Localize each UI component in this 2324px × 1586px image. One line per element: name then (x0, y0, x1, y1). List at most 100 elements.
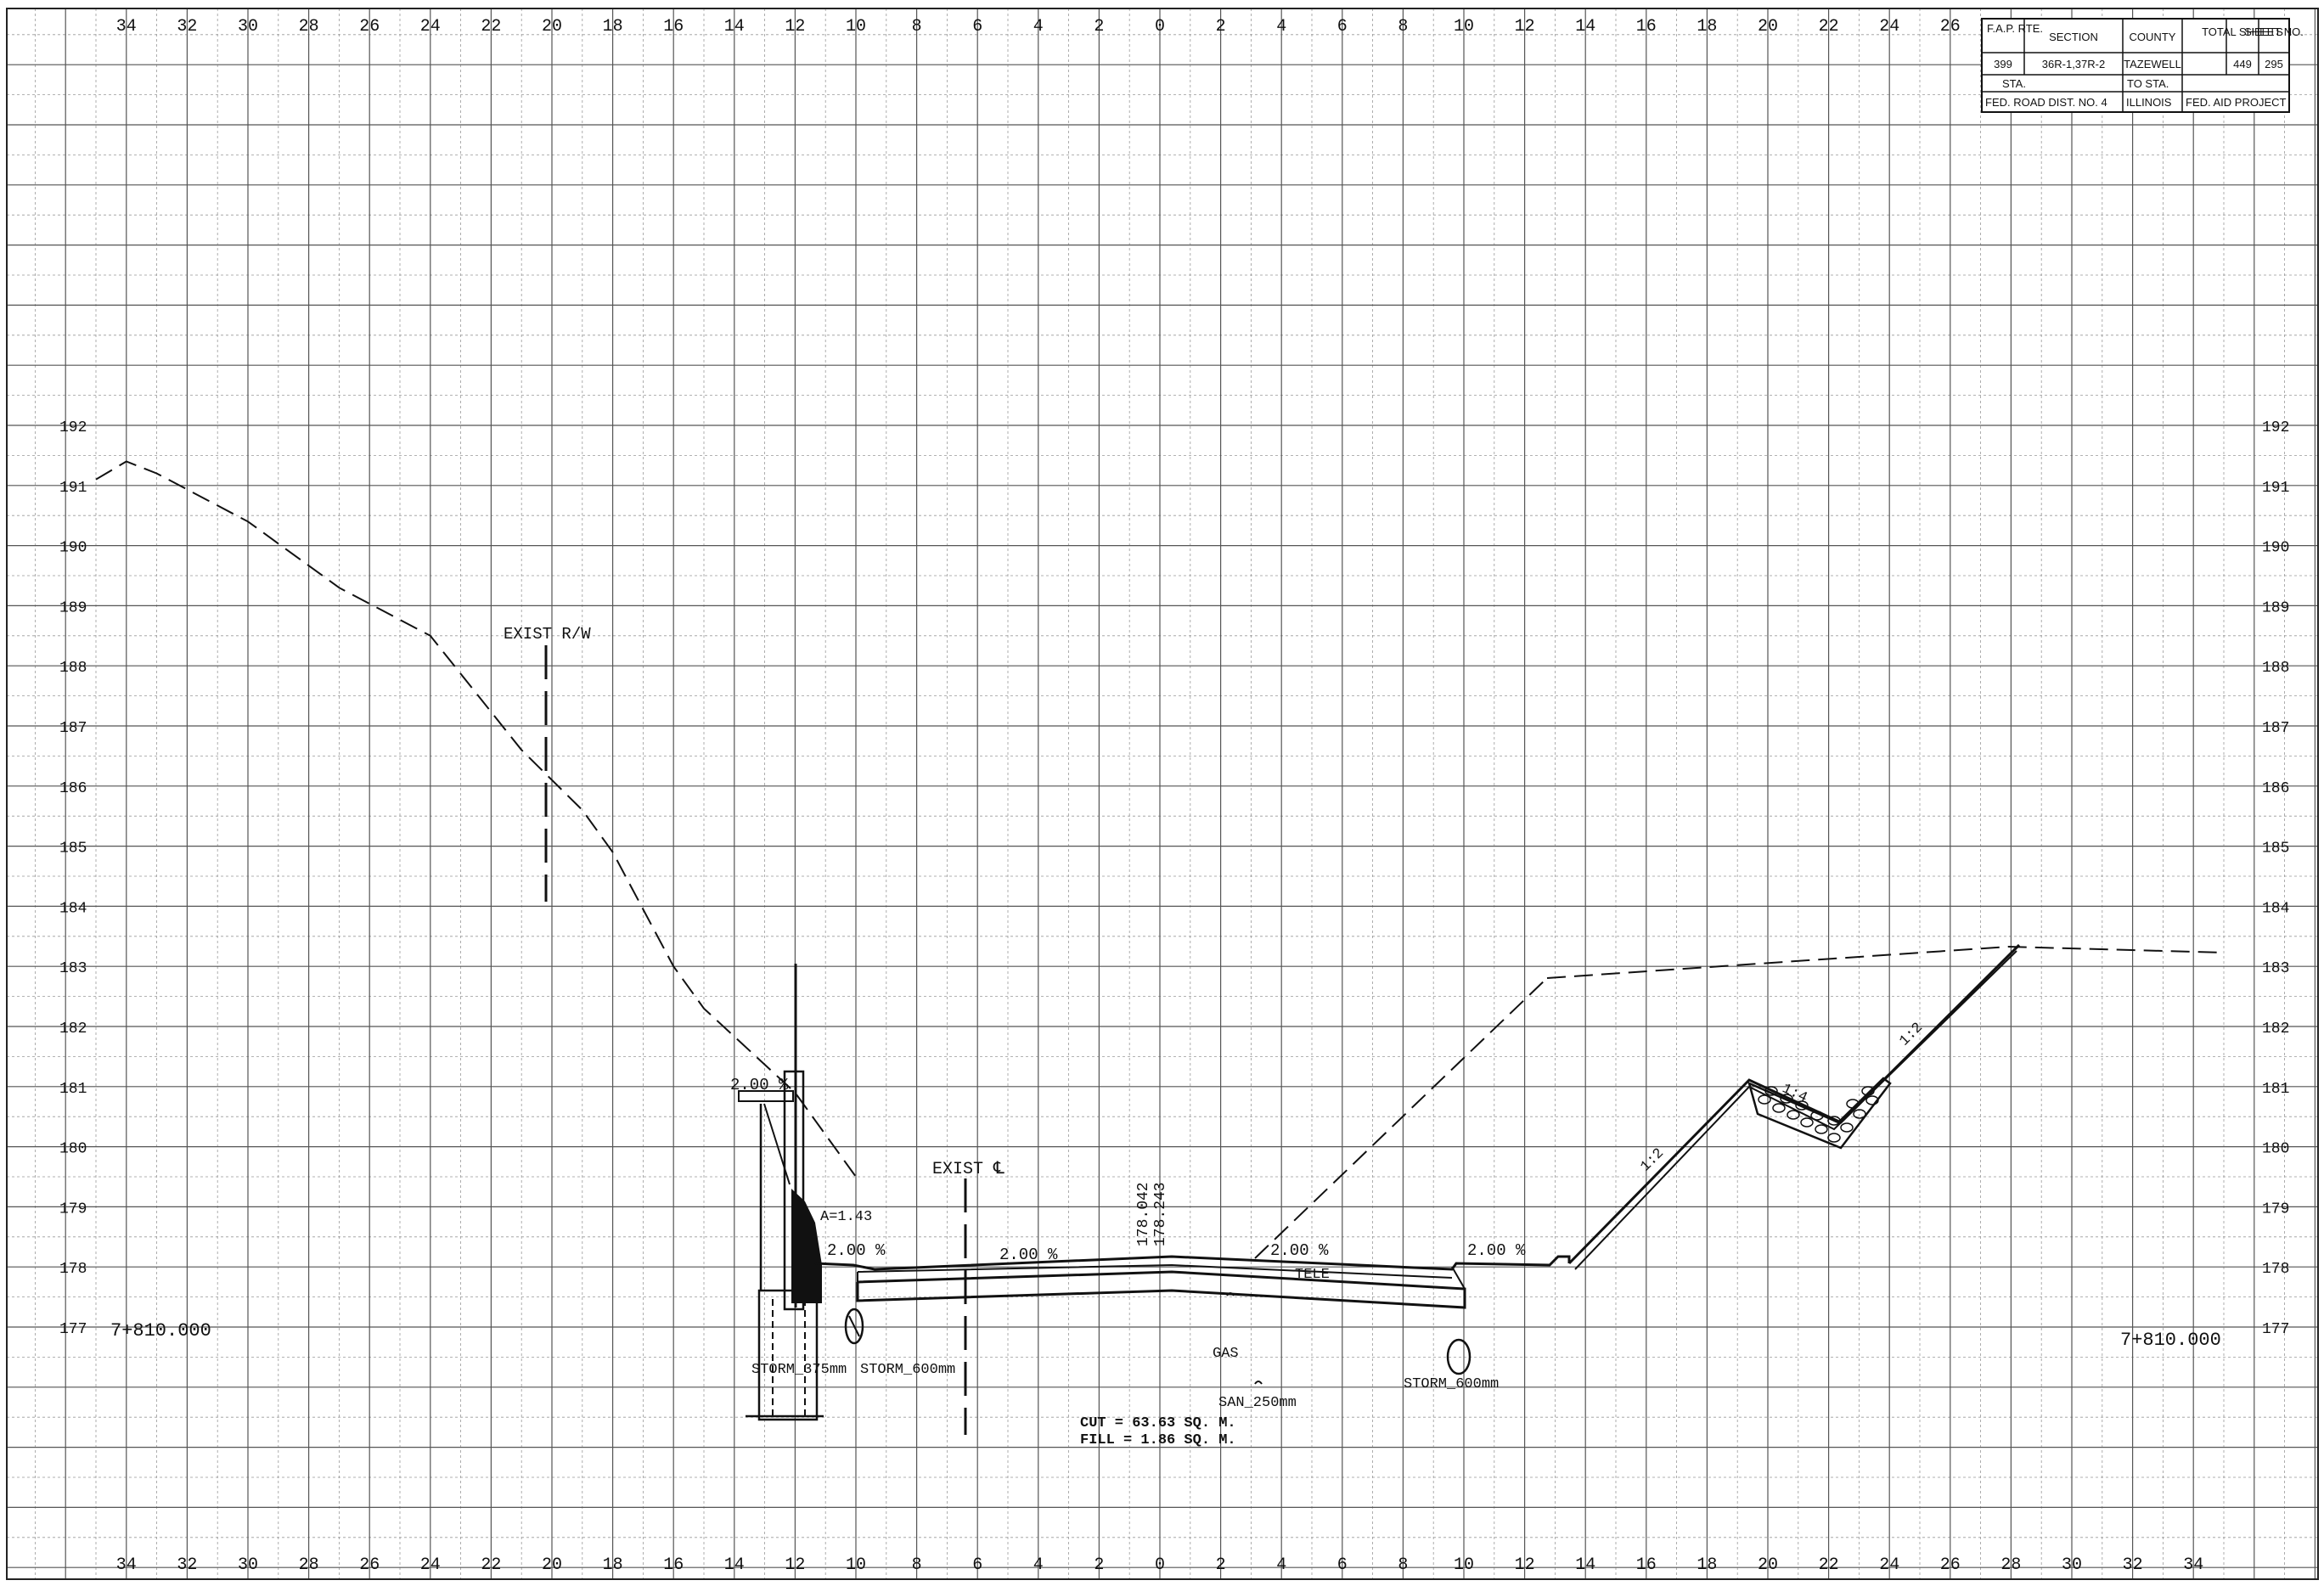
x-tick-top-21: 8 (1398, 17, 1408, 37)
storm-600-pipe-right (1446, 1338, 1471, 1375)
x-tick-top-27: 20 (1758, 17, 1778, 37)
x-tick-bottom-5: 24 (420, 1555, 441, 1575)
x-tick-top-3: 28 (299, 17, 319, 37)
tb-to-sta-label: TO STA. (2127, 77, 2169, 90)
tb-fed-road-dist: FED. ROAD DIST. NO. 4 (1985, 96, 2107, 109)
y-tick-left-191: 191 (59, 480, 87, 497)
x-tick-top-12: 10 (846, 17, 866, 37)
x-tick-bottom-10: 14 (724, 1555, 745, 1575)
y-tick-right-184: 184 (2262, 900, 2289, 917)
x-tick-top-10: 14 (724, 17, 745, 37)
y-tick-left-182: 182 (59, 1021, 87, 1038)
gas-line-marker (1226, 1292, 1235, 1296)
x-tick-top-29: 24 (1879, 17, 1899, 37)
x-tick-bottom-16: 2 (1094, 1555, 1104, 1575)
tb-total-sheets: 449 (2233, 58, 2252, 70)
tb-county: TAZEWELL (2124, 58, 2181, 70)
y-tick-left-178: 178 (59, 1261, 87, 1278)
tb-fap-rte: 399 (1994, 58, 2012, 70)
y-tick-right-178: 178 (2262, 1261, 2289, 1278)
tb-sta-label: STA. (2002, 77, 2026, 90)
x-tick-top-23: 12 (1515, 17, 1535, 37)
tb-county-header: COUNTY (2130, 31, 2176, 43)
tb-fap-rte-header: F.A.P. RTE. (1987, 22, 2043, 35)
x-tick-bottom-8: 18 (603, 1555, 623, 1575)
title-block: F.A.P. RTE. SECTION COUNTY TOTAL SHEETS … (1981, 18, 2304, 113)
x-tick-bottom-15: 4 (1033, 1555, 1044, 1575)
y-tick-right-189: 189 (2262, 599, 2289, 616)
y-tick-right-190: 190 (2262, 540, 2289, 557)
y-tick-left-188: 188 (59, 660, 87, 677)
proposed-fill-dash (1254, 977, 1548, 1259)
existing-ground-line (95, 460, 857, 1178)
y-tick-left-187: 187 (59, 720, 87, 737)
x-tick-top-18: 2 (1216, 17, 1226, 37)
y-tick-left-177: 177 (59, 1321, 87, 1338)
x-tick-top-28: 22 (1819, 17, 1839, 37)
y-tick-left-189: 189 (59, 599, 87, 616)
slope-right-lane: 2.00 % (1270, 1241, 1329, 1260)
tb-section: 36R-1,37R-2 (2042, 58, 2105, 70)
y-tick-right-187: 187 (2262, 720, 2289, 737)
x-tick-bottom-13: 8 (912, 1555, 922, 1575)
proposed-pavement (814, 943, 2021, 1309)
x-tick-top-13: 8 (912, 17, 922, 37)
y-tick-left-179: 179 (59, 1201, 87, 1218)
x-tick-bottom-6: 22 (481, 1555, 501, 1575)
x-tick-top-30: 26 (1940, 17, 1961, 37)
x-tick-bottom-1: 32 (177, 1555, 197, 1575)
slope-left-shoulder: 2.00 % (730, 1076, 789, 1094)
y-tick-right-188: 188 (2262, 660, 2289, 677)
y-tick-left-192: 192 (59, 419, 87, 436)
x-tick-bottom-25: 16 (1636, 1555, 1657, 1575)
x-tick-top-24: 14 (1575, 17, 1595, 37)
x-tick-bottom-23: 12 (1515, 1555, 1535, 1575)
x-tick-bottom-17: 0 (1155, 1555, 1165, 1575)
y-tick-left-186: 186 (59, 780, 87, 797)
x-tick-top-5: 24 (420, 17, 441, 37)
y-tick-right-186: 186 (2262, 780, 2289, 797)
x-tick-bottom-11: 12 (785, 1555, 805, 1575)
y-tick-right-182: 182 (2262, 1021, 2289, 1038)
x-tick-top-19: 4 (1276, 17, 1286, 37)
grid-major (6, 8, 2319, 1580)
tb-total-sheets-header: TOTAL SHEETS (2202, 25, 2283, 38)
storm-600-right-label: STORM_600mm (1404, 1376, 1499, 1392)
y-tick-left-185: 185 (59, 841, 87, 858)
area-label: A=1.43 (820, 1209, 872, 1225)
x-tick-top-14: 6 (972, 17, 982, 37)
x-tick-top-7: 20 (542, 17, 562, 37)
x-tick-bottom-24: 14 (1575, 1555, 1595, 1575)
x-tick-bottom-33: 32 (2123, 1555, 2143, 1575)
x-tick-top-9: 16 (663, 17, 684, 37)
storm-375-pipe (844, 1308, 864, 1345)
x-tick-top-25: 16 (1636, 17, 1657, 37)
existing-ground-right-upper (1546, 945, 2226, 979)
y-tick-right-177: 177 (2262, 1321, 2289, 1338)
x-tick-bottom-28: 22 (1819, 1555, 1839, 1575)
x-tick-bottom-18: 2 (1216, 1555, 1226, 1575)
x-tick-bottom-29: 24 (1879, 1555, 1899, 1575)
y-tick-left-184: 184 (59, 900, 87, 917)
x-tick-top-0: 34 (116, 17, 137, 37)
y-tick-left-190: 190 (59, 540, 87, 557)
x-tick-bottom-30: 26 (1940, 1555, 1961, 1575)
slope-left-curb: 2.00 % (827, 1241, 886, 1260)
station-label-left: 7+810.000 (110, 1320, 211, 1341)
y-tick-left-180: 180 (59, 1141, 87, 1158)
riprap-ditch (1747, 1077, 1892, 1150)
x-tick-bottom-21: 8 (1398, 1555, 1408, 1575)
grid-minor (7, 8, 2318, 1579)
y-tick-right-191: 191 (2262, 480, 2289, 497)
tb-sheet-no: 295 (2265, 58, 2283, 70)
tele-label: TELE (1295, 1267, 1330, 1283)
y-tick-right-192: 192 (2262, 419, 2289, 436)
y-tick-right-179: 179 (2262, 1201, 2289, 1218)
x-tick-bottom-32: 30 (2062, 1555, 2082, 1575)
tb-fed-aid-project: FED. AID PROJECT (2186, 96, 2287, 109)
slope-left-lane: 2.00 % (999, 1246, 1058, 1264)
x-tick-bottom-19: 4 (1276, 1555, 1286, 1575)
y-tick-right-181: 181 (2262, 1081, 2289, 1098)
x-tick-top-6: 22 (481, 17, 501, 37)
